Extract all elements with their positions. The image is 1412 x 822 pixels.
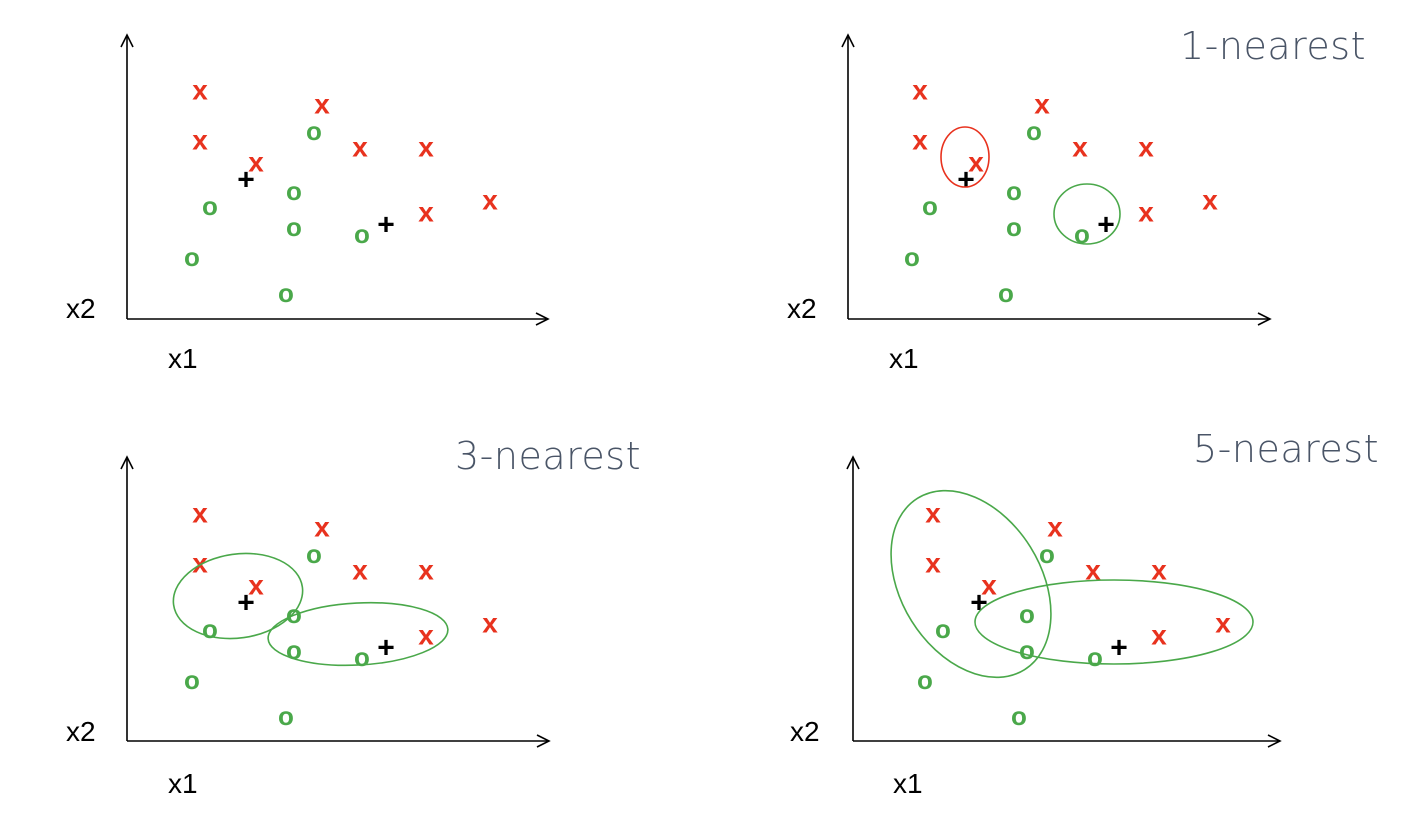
x-class-point: x — [925, 548, 941, 579]
o-class-point: o — [278, 278, 294, 308]
x-class-point: x — [981, 570, 997, 601]
x-class-point: x — [418, 197, 434, 228]
x-class-point: x — [192, 75, 208, 106]
o-class-point: o — [922, 191, 938, 221]
x-class-point: x — [912, 125, 928, 156]
y-axis-arrow-icon — [120, 33, 134, 48]
x-class-point: x — [968, 147, 984, 178]
y-axis-label: x2 — [787, 293, 817, 324]
o-class-point: o — [306, 539, 322, 569]
query-point: + — [957, 164, 975, 197]
o-class-point: o — [1026, 116, 1042, 146]
query-point: + — [237, 164, 255, 197]
x-class-point: x — [192, 548, 208, 579]
o-class-point: o — [904, 242, 920, 272]
panel-title-k3: 3-nearest — [455, 434, 642, 478]
x-class-point: x — [352, 132, 368, 163]
neighborhood-ellipse — [1053, 183, 1121, 245]
panel-title-k5: 5-nearest — [1193, 427, 1380, 471]
x-axis-label: x1 — [889, 343, 919, 374]
query-point: + — [1097, 209, 1115, 242]
o-class-point: o — [1006, 212, 1022, 242]
x-class-point: x — [352, 555, 368, 586]
x-class-point: x — [482, 185, 498, 216]
o-class-point: o — [1087, 642, 1103, 672]
x-class-point: x — [1072, 132, 1088, 163]
x-class-point: x — [248, 570, 264, 601]
neighborhood-ellipse — [172, 552, 304, 640]
o-class-point: o — [1011, 701, 1027, 731]
x-class-point: x — [1047, 512, 1063, 543]
y-axis-label: x2 — [66, 716, 96, 747]
o-class-point: o — [306, 116, 322, 146]
x-class-point: x — [1138, 132, 1154, 163]
o-class-point: o — [1039, 539, 1055, 569]
y-axis-arrow-icon — [846, 455, 860, 470]
x-class-point: x — [314, 89, 330, 120]
o-class-point: o — [354, 219, 370, 249]
x-class-point: x — [314, 512, 330, 543]
o-class-point: o — [917, 665, 933, 695]
neighborhood-ellipse — [267, 601, 449, 667]
query-point: + — [377, 632, 395, 665]
query-point: + — [1110, 632, 1128, 665]
x-class-point: x — [925, 498, 941, 529]
x-class-point: x — [418, 555, 434, 586]
x-class-point: x — [1034, 89, 1050, 120]
neighborhood-ellipse — [974, 579, 1254, 665]
query-point: + — [377, 209, 395, 242]
o-class-point: o — [998, 278, 1014, 308]
y-axis-label: x2 — [66, 293, 96, 324]
o-class-point: o — [202, 191, 218, 221]
y-axis-label: x2 — [790, 716, 820, 747]
x-class-point: x — [1138, 197, 1154, 228]
o-class-point: o — [1006, 176, 1022, 206]
o-class-point: o — [184, 242, 200, 272]
o-class-point: o — [1019, 635, 1035, 665]
x-axis-arrow-icon — [1267, 734, 1282, 748]
x-class-point: x — [248, 147, 264, 178]
o-class-point: o — [278, 701, 294, 731]
o-class-point: o — [1074, 219, 1090, 249]
x-axis-label: x1 — [168, 343, 198, 374]
o-class-point: o — [1019, 599, 1035, 629]
o-class-point: o — [202, 614, 218, 644]
x-class-point: x — [418, 132, 434, 163]
x-axis-arrow-icon — [536, 734, 551, 748]
x-class-point: x — [1085, 555, 1101, 586]
o-class-point: o — [184, 665, 200, 695]
o-class-point: o — [286, 176, 302, 206]
y-axis-arrow-icon — [841, 33, 855, 48]
query-point: + — [970, 587, 988, 620]
x-class-point: x — [1202, 185, 1218, 216]
panel-title-k1: 1-nearest — [1180, 24, 1367, 68]
x-class-point: x — [192, 125, 208, 156]
y-axis-arrow-icon — [120, 455, 134, 470]
x-class-point: x — [1215, 608, 1231, 639]
x-class-point: x — [1151, 620, 1167, 651]
neighborhood-ellipse — [940, 126, 990, 188]
o-class-point: o — [354, 642, 370, 672]
neighborhood-ellipse — [890, 489, 1052, 679]
x-class-point: x — [482, 608, 498, 639]
o-class-point: o — [286, 212, 302, 242]
query-point: + — [237, 587, 255, 620]
x-axis-label: x1 — [893, 768, 923, 799]
x-axis-arrow-icon — [1257, 312, 1272, 326]
x-class-point: x — [418, 620, 434, 651]
x-class-point: x — [1151, 555, 1167, 586]
x-axis-arrow-icon — [535, 312, 550, 326]
o-class-point: o — [935, 614, 951, 644]
x-class-point: x — [912, 75, 928, 106]
x-class-point: x — [192, 498, 208, 529]
x-axis-label: x1 — [168, 768, 198, 799]
